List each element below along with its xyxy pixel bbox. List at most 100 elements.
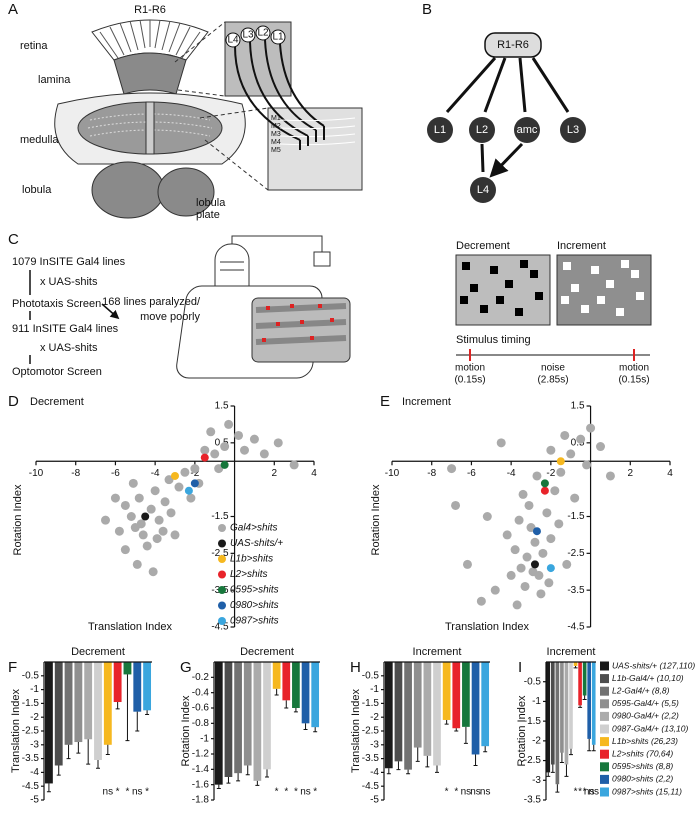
bar — [587, 662, 591, 739]
error-bar — [115, 702, 120, 710]
significance: * — [313, 787, 317, 798]
y-tick-label: -3.5 — [362, 753, 380, 764]
point — [550, 486, 560, 496]
point — [540, 479, 549, 488]
layer-label: M4 — [271, 139, 281, 146]
cell-badge — [255, 25, 271, 41]
error-bar — [86, 739, 91, 765]
panel-label: E — [380, 393, 390, 410]
y-axis-label: Rotation Index — [180, 695, 192, 766]
anatomy-label: lamina — [38, 74, 71, 86]
error-bar — [587, 738, 592, 752]
screen-step: 1079 InSITE Gal4 lines — [12, 256, 126, 268]
point — [476, 596, 486, 606]
significance: ns — [588, 787, 599, 798]
screen-drawing — [29, 235, 652, 379]
bar — [462, 662, 470, 727]
legend-entry: L1b-Gal4/+ (10,10) — [612, 673, 684, 683]
legend-swatch — [600, 674, 609, 684]
y-tick-label: 1.5 — [571, 401, 585, 412]
point — [596, 442, 605, 452]
y-tick-label: -1.5 — [362, 698, 380, 709]
panel-label: D — [8, 393, 19, 410]
screen-step: x UAS-shits — [40, 342, 98, 354]
panel-label: I — [518, 659, 522, 676]
point — [200, 445, 210, 455]
point — [158, 526, 168, 536]
x-tick-label: 4 — [667, 468, 673, 479]
y-tick-label: -2 — [532, 735, 541, 746]
significance: ns — [132, 787, 143, 798]
screen-step: x UAS-shits — [40, 276, 98, 288]
point — [142, 541, 152, 551]
bar — [384, 662, 393, 769]
error-bar — [293, 708, 298, 713]
y-tick-label: -5 — [30, 795, 39, 806]
x-tick-label: 2 — [272, 468, 278, 479]
bar — [582, 662, 587, 696]
y-tick-label: 1.5 — [215, 401, 229, 412]
legend-swatch — [600, 774, 609, 784]
y-axis-label: Translation Index — [10, 689, 22, 773]
cell-label: L2 — [257, 28, 269, 39]
point — [234, 430, 244, 440]
error-bar — [454, 728, 459, 732]
error-bar — [483, 746, 488, 753]
y-tick-label: -4.5 — [567, 622, 585, 633]
bar — [591, 662, 596, 745]
point — [148, 567, 158, 577]
timing-title: Stimulus timing — [456, 334, 531, 346]
bar — [234, 662, 242, 774]
legend-swatch — [218, 524, 226, 532]
significance: * — [574, 787, 578, 798]
legend-entry: 0980-Gal4/+ (2,2) — [612, 711, 679, 721]
legend-swatch — [600, 787, 609, 797]
legend-swatch — [600, 711, 609, 721]
y-tick-label: -2.5 — [567, 548, 585, 559]
y-tick-label: -1.5 — [567, 511, 585, 522]
legend-entry: 0980>shits (2,2) — [612, 774, 673, 784]
point — [520, 581, 530, 591]
point — [496, 438, 506, 448]
error-bar — [56, 765, 61, 776]
y-tick-label: -0.5 — [524, 676, 542, 687]
point — [273, 438, 283, 448]
significance: * — [275, 787, 279, 798]
bar — [224, 662, 233, 777]
timing-label: motion — [455, 363, 485, 374]
x-tick-label: -4 — [507, 468, 516, 479]
legend-entry: 0987-Gal4/+ (13,10) — [612, 723, 688, 733]
error-bar — [546, 772, 551, 777]
significance: * — [445, 787, 449, 798]
legend-entry: 0987>shits — [230, 616, 279, 627]
bar — [413, 662, 422, 748]
cell-label: L1 — [272, 32, 284, 43]
point — [576, 434, 586, 444]
error-bar — [578, 705, 583, 708]
significance: * — [116, 787, 120, 798]
legend-swatch — [600, 762, 609, 772]
x-tick-label: -8 — [71, 468, 80, 479]
point — [170, 530, 180, 540]
bar — [433, 662, 441, 766]
legend-entry: UAS-shits/+ — [230, 538, 283, 549]
bar — [214, 662, 223, 785]
point — [249, 434, 259, 444]
error-bar — [145, 710, 150, 715]
point — [582, 460, 592, 470]
chart-title: Decrement — [240, 646, 294, 658]
x-tick-label: -6 — [111, 468, 120, 479]
point — [546, 564, 555, 573]
anatomy-label: plate — [196, 209, 220, 221]
timing-label: (0.15s) — [618, 375, 649, 386]
legend-swatch — [600, 749, 609, 759]
point — [166, 508, 176, 518]
chart-title: Increment — [547, 646, 596, 658]
error-bar — [125, 674, 130, 742]
error-bar — [444, 719, 449, 725]
legend-entry: L2-Gal4/+ (8,8) — [612, 685, 670, 695]
point — [186, 493, 196, 503]
timing-label: noise — [541, 363, 565, 374]
legend-swatch — [600, 737, 609, 747]
point — [136, 519, 146, 529]
